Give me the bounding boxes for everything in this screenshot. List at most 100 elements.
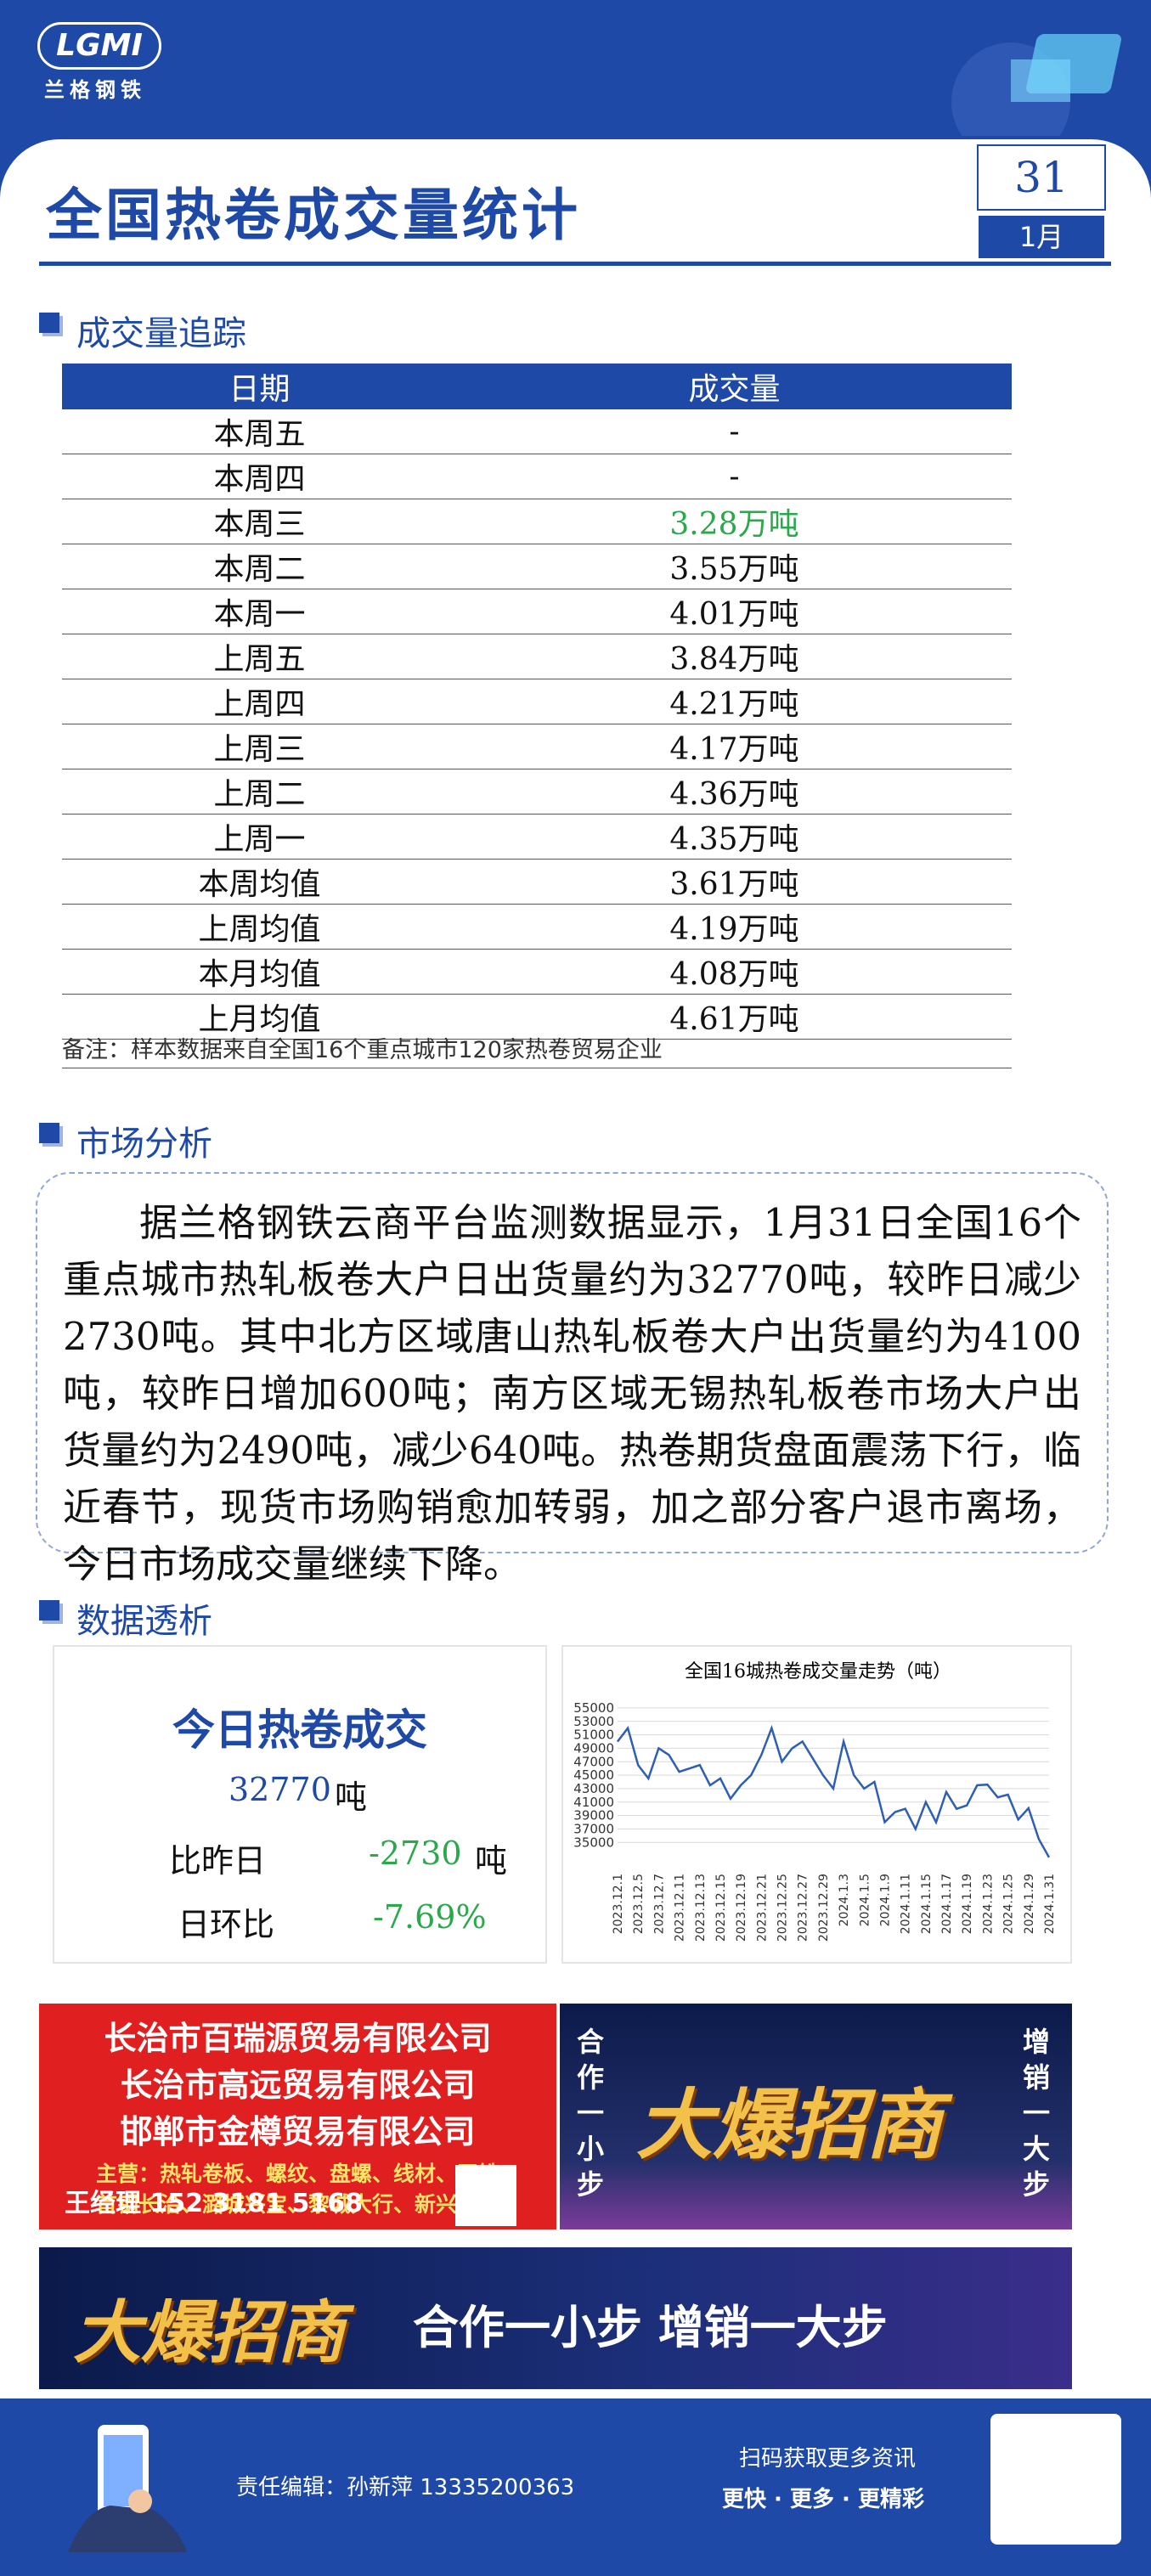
- ad-company: 长治市高远贸易有限公司: [120, 2066, 476, 2104]
- logo-mark: LGMI: [37, 22, 161, 70]
- table-row: 本周均值 3.61万吨: [62, 859, 1012, 905]
- date-cell: 上周四: [62, 679, 457, 724]
- y-tick-label: 45000: [573, 1767, 614, 1783]
- y-tick-label: 41000: [573, 1795, 614, 1810]
- x-tick-label: 2024.1.29: [1023, 1874, 1036, 1934]
- date-cell: 本周均值: [62, 859, 457, 905]
- x-tick-label: 2023.12.21: [755, 1874, 769, 1942]
- change-label: 比昨日: [169, 1842, 267, 1880]
- table-row: 本周一 4.01万吨: [62, 589, 1012, 634]
- ad-banner: 大爆招商 合作一小步 增销一大步: [39, 2247, 1072, 2389]
- volume-cell: 4.08万吨: [457, 949, 1012, 995]
- date-cell: 上周五: [62, 634, 457, 679]
- volume-cell: 4.36万吨: [457, 769, 1012, 815]
- y-tick-label: 39000: [573, 1808, 614, 1823]
- date-month: 1月: [979, 216, 1104, 258]
- volume-cell: -: [457, 454, 1012, 499]
- x-tick-label: 2023.12.29: [817, 1874, 831, 1942]
- date-cell: 本月均值: [62, 949, 457, 995]
- ratio: -7.69%: [373, 1898, 487, 1936]
- volume-cell: 3.28万吨: [457, 499, 1012, 544]
- header-art: [951, 34, 1121, 136]
- date-cell: 本周三: [62, 499, 457, 544]
- table-row: 上周五 3.84万吨: [62, 634, 1012, 679]
- x-tick-label: 2023.12.1: [612, 1874, 625, 1934]
- date-cell: 上月均值: [62, 994, 457, 1040]
- ad-company: 长治市百瑞源贸易有限公司: [104, 2020, 492, 2057]
- x-tick-label: 2023.12.7: [652, 1874, 666, 1934]
- change-unit: 吨: [475, 1842, 508, 1880]
- banner-headline: 大爆招商: [73, 2292, 345, 2372]
- table-row: 上周均值 4.19万吨: [62, 904, 1012, 950]
- volume-cell: 4.19万吨: [457, 904, 1012, 950]
- volume-cell: 4.01万吨: [457, 589, 1012, 634]
- x-tick-label: 2024.1.3: [838, 1874, 851, 1926]
- ad-slogan: 增销一大步: [1023, 2026, 1051, 2201]
- column-header: 日期: [62, 364, 457, 409]
- x-tick-label: 2024.1.23: [981, 1874, 995, 1934]
- footer-editor: 责任编辑：孙新萍 13335200363: [236, 2475, 575, 2500]
- ad-qr: [455, 2165, 516, 2226]
- x-tick-label: 2024.1.19: [961, 1874, 974, 1934]
- ad-headline: 大爆招商: [636, 2080, 942, 2170]
- logo-name: 兰格钢铁: [44, 78, 146, 102]
- section-title: 市场分析: [39, 1116, 212, 1165]
- x-tick-label: 2023.12.25: [776, 1874, 790, 1942]
- ratio-label: 日环比: [178, 1906, 275, 1943]
- volume-unit: 吨: [335, 1778, 368, 1816]
- section-title: 数据透析: [39, 1593, 212, 1643]
- insight-heading: 今日热卷成交: [172, 1705, 427, 1755]
- ad-contact: 王经理 152 3181 5168: [65, 2189, 363, 2218]
- x-tick-label: 2023.12.19: [735, 1874, 748, 1942]
- ad-brands: 首钢长治、潞城兴宝、黎城大行、新兴铸管: [95, 2192, 499, 2217]
- date-cell: 本周四: [62, 454, 457, 499]
- y-tick-label: 51000: [573, 1728, 614, 1743]
- footer-qr: [990, 2414, 1121, 2545]
- x-tick-label: 2023.12.15: [714, 1874, 728, 1942]
- volume-cell: 3.84万吨: [457, 634, 1012, 679]
- y-tick-label: 37000: [573, 1821, 614, 1836]
- ad-slogan: 合作一小步: [577, 2026, 605, 2201]
- column-header: 成交量: [457, 364, 1012, 409]
- x-tick-label: 2024.1.17: [940, 1874, 954, 1934]
- ad-left: 长治市百瑞源贸易有限公司 长治市高远贸易有限公司 邯郸市金樽贸易有限公司 主营：…: [39, 2004, 556, 2229]
- table-row: 上周二 4.36万吨: [62, 769, 1012, 815]
- banner-slogan: 合作一小步 增销一大步: [413, 2301, 888, 2354]
- x-tick-label: 2023.12.11: [674, 1874, 687, 1942]
- date-day: 31: [977, 144, 1106, 211]
- footer-scan: 扫码获取更多资讯: [739, 2446, 917, 2472]
- volume-cell: 4.35万吨: [457, 814, 1012, 860]
- ad-company: 邯郸市金樽贸易有限公司: [120, 2113, 476, 2150]
- table-row: 上周四 4.21万吨: [62, 679, 1012, 724]
- x-tick-label: 2024.1.9: [878, 1874, 892, 1926]
- page-title: 全国热卷成交量统计: [46, 183, 581, 248]
- x-tick-label: 2023.12.27: [797, 1874, 810, 1942]
- ad-business: 主营：热轧卷板、螺纹、盘螺、线材、天铁: [95, 2162, 499, 2186]
- y-tick-label: 43000: [573, 1781, 614, 1796]
- x-tick-label: 2024.1.11: [900, 1874, 913, 1934]
- table-row: 上周一 4.35万吨: [62, 814, 1012, 860]
- y-tick-label: 55000: [573, 1700, 614, 1716]
- date-cell: 本周一: [62, 589, 457, 634]
- title-rule: [39, 262, 1111, 266]
- insight-panel: 今日热卷成交 32770 吨 比昨日 -2730 吨 日环比 -7.69%: [53, 1645, 547, 1964]
- y-tick-label: 35000: [573, 1835, 614, 1850]
- volume-cell: -: [457, 409, 1012, 454]
- table-row: 本周四 -: [62, 454, 1012, 499]
- change: -2730: [369, 1835, 462, 1872]
- date-cell: 上周均值: [62, 904, 457, 950]
- date-cell: 上周二: [62, 769, 457, 815]
- table-row: 本周三 3.28万吨: [62, 499, 1012, 544]
- table-row: 本周五 -: [62, 409, 1012, 454]
- table-row: 上周三 4.17万吨: [62, 724, 1012, 769]
- y-tick-label: 53000: [573, 1714, 614, 1729]
- volume: 32770: [229, 1771, 331, 1808]
- volume-cell: 3.61万吨: [457, 859, 1012, 905]
- x-tick-label: 2023.12.5: [632, 1874, 646, 1934]
- date-cell: 本周五: [62, 409, 457, 454]
- table-row: 上月均值 4.61万吨: [62, 994, 1012, 1040]
- y-tick-label: 47000: [573, 1754, 614, 1769]
- volume-cell: 4.17万吨: [457, 724, 1012, 769]
- x-tick-label: 2024.1.31: [1043, 1874, 1057, 1934]
